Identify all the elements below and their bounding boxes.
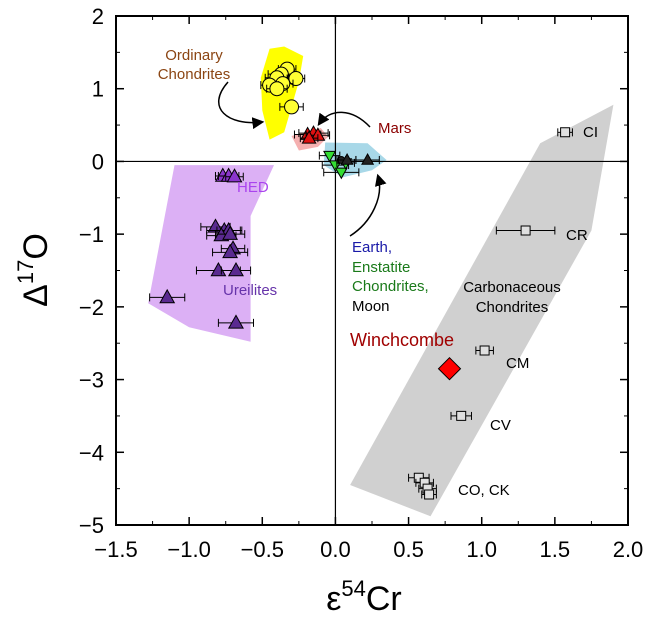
ureilites-point xyxy=(227,314,244,329)
x-tick-label: −0.5 xyxy=(241,537,284,562)
label-ordinary-chondrites: Chondrites xyxy=(158,66,231,83)
x-tick-label: −1.0 xyxy=(167,537,210,562)
label-earth: Earth, xyxy=(352,239,392,256)
y-tick-label: −1 xyxy=(79,222,104,247)
y-tick-label: −5 xyxy=(79,513,104,538)
axis-ticks: −1.5 −1.0 −0.5 0.0 0.5 1.0 1.5 2.0 −5 −4 −3 −2 −1 0 1 2 xyxy=(79,4,643,562)
y-axis-title-superscript: 17 xyxy=(13,260,38,284)
ureilites-point xyxy=(210,261,227,277)
label-ureilites: Ureilites xyxy=(223,282,277,299)
ordinary-chondrites-point xyxy=(269,81,285,97)
carbonaceous-chondrites-point xyxy=(560,127,571,138)
label-enstatite: Chondrites, xyxy=(352,278,429,295)
winchcombe-point xyxy=(437,356,462,381)
moon-point xyxy=(361,152,375,165)
x-axis-title: ε54Cr xyxy=(326,576,402,618)
label-hed: HED xyxy=(237,179,269,196)
series-ordinary-chondrites xyxy=(260,61,306,115)
region-carbonaceous xyxy=(350,104,614,517)
series-ureilites xyxy=(149,218,255,329)
carbonaceous-chondrites-point xyxy=(424,489,435,500)
x-tick-label: 0.5 xyxy=(393,537,424,562)
arrow-mars xyxy=(317,111,371,128)
label-winchcombe: Winchcombe xyxy=(350,330,454,350)
series-carbonaceous-chondrites xyxy=(408,127,573,500)
ordinary-chondrites-point xyxy=(288,71,304,87)
label-carbonaceous: Carbonaceous xyxy=(463,279,561,296)
ureilites-point xyxy=(159,288,176,304)
annotations: Ordinary Chondrites Mars HED Ureilites Earth,… xyxy=(158,47,598,499)
label-moon: Moon xyxy=(352,298,390,315)
label-enstatite: Enstatite xyxy=(352,259,410,276)
y-tick-label: 1 xyxy=(92,77,104,102)
label-co-ck: CO, CK xyxy=(458,482,510,499)
y-tick-label: 0 xyxy=(92,149,104,174)
y-tick-label: −2 xyxy=(79,295,104,320)
enstatite-chondrites-point xyxy=(323,150,337,163)
mars-point xyxy=(301,130,317,144)
series-hed xyxy=(214,167,244,183)
label-cr: CR xyxy=(566,227,588,244)
x-tick-label: 1.5 xyxy=(540,537,571,562)
label-ci: CI xyxy=(583,124,598,141)
enstatite-chondrites-point xyxy=(334,167,348,180)
label-carbonaceous: Chondrites xyxy=(476,299,549,316)
x-tick-label: 2.0 xyxy=(613,537,644,562)
ordinary-chondrites-point xyxy=(284,99,300,115)
label-cv: CV xyxy=(490,417,511,434)
y-tick-label: 2 xyxy=(92,4,104,29)
arrow-ordinary xyxy=(218,81,265,130)
label-mars: Mars xyxy=(378,120,411,137)
carbonaceous-chondrites-point xyxy=(520,225,531,236)
y-tick-label: −4 xyxy=(79,440,104,465)
arrow-earth xyxy=(349,173,387,237)
x-tick-label: 0.0 xyxy=(320,537,351,562)
ureilites-point xyxy=(222,243,239,259)
x-tick-label: 1.0 xyxy=(466,537,497,562)
x-axis-title-suffix: Cr xyxy=(366,580,402,618)
y-tick-label: −3 xyxy=(79,368,104,393)
hed-point xyxy=(226,168,243,183)
data-points xyxy=(149,61,573,500)
x-axis-title-superscript: 54 xyxy=(341,576,365,601)
label-cm: CM xyxy=(506,355,529,372)
y-axis-title: Δ17O xyxy=(13,233,55,307)
series-moon xyxy=(337,152,380,165)
moon-point xyxy=(340,152,354,165)
x-tick-label: −1.5 xyxy=(94,537,137,562)
ureilites-point xyxy=(222,225,239,240)
y-axis-title-prefix: Δ xyxy=(17,284,55,307)
y-axis-title-suffix: O xyxy=(17,233,55,259)
label-ordinary-chondrites: Ordinary xyxy=(165,47,223,64)
x-axis-title-prefix: ε xyxy=(326,580,341,618)
carbonaceous-chondrites-point xyxy=(479,345,490,356)
series-mars xyxy=(293,125,331,144)
ureilites-point xyxy=(227,261,244,277)
series-winchcombe xyxy=(437,356,462,381)
carbonaceous-chondrites-point xyxy=(456,410,467,421)
